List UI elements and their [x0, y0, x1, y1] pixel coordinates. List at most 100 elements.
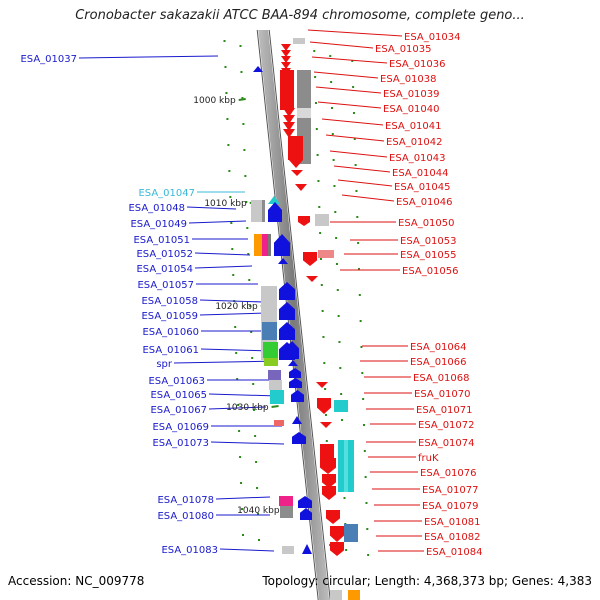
- scale-label: 1040 kbp: [237, 506, 280, 516]
- left-gene-labels: ESA_01037 ESA_01047 ESA_01048 ESA_01049 ESA_…: [20, 54, 218, 556]
- track-dot: [240, 71, 243, 73]
- gene-label: ESA_01057: [137, 280, 194, 291]
- gene-arrow-up: [289, 378, 302, 388]
- gene-arrow-up: [268, 202, 282, 222]
- gene-arrow-up: [253, 66, 263, 72]
- gene-arrow-up: [302, 544, 312, 554]
- track-dot: [232, 274, 235, 276]
- gene-label: ESA_01063: [148, 376, 205, 387]
- genome-summary: Topology: circular; Length: 4,368,373 bp…: [262, 574, 592, 588]
- track-dot: [353, 138, 356, 140]
- gene-arrow-down: [330, 542, 344, 556]
- track-dot: [337, 315, 340, 317]
- label-leaders: [78, 29, 424, 552]
- gene-label: ESA_01078: [157, 495, 214, 506]
- leader-line: [315, 86, 382, 94]
- track-dot: [323, 362, 326, 364]
- scale-tick: [271, 405, 279, 408]
- gene-arrow-up: [285, 341, 299, 359]
- gene-label: ESA_01068: [413, 373, 470, 384]
- leader-line: [173, 360, 279, 364]
- track-dot: [239, 45, 242, 47]
- gene-block: [344, 524, 358, 542]
- gene-arrow-up: [298, 496, 312, 508]
- gene-arrow-down: [303, 252, 317, 266]
- gene-arrow-down: [289, 160, 303, 168]
- track-dot: [315, 128, 318, 130]
- gene-block: [263, 342, 278, 358]
- track-dot: [363, 450, 366, 452]
- track-dot: [354, 164, 357, 166]
- track-dot: [336, 289, 339, 291]
- gene-block: [318, 250, 334, 258]
- track-dot: [231, 248, 234, 250]
- gene-arrow-up: [288, 360, 298, 366]
- track-dot: [358, 294, 361, 296]
- track-dot: [234, 326, 237, 328]
- gene-label: ESA_01076: [420, 468, 477, 479]
- gene-label: ESA_01069: [152, 422, 209, 433]
- track-dot: [230, 222, 233, 224]
- track-dot: [329, 55, 332, 57]
- leader-line: [215, 496, 271, 500]
- track-dot: [359, 320, 362, 322]
- gene-arrow-down: [295, 184, 307, 191]
- gene-arrow-up: [279, 302, 295, 320]
- track-dot: [244, 175, 247, 177]
- gene-label: ESA_01058: [141, 296, 198, 307]
- gene-label: ESA_01061: [142, 345, 199, 356]
- leader-line: [333, 165, 391, 173]
- track-dot: [243, 149, 246, 151]
- gene-block: [288, 136, 303, 160]
- gene-block: [280, 506, 293, 518]
- track-dot: [334, 211, 337, 213]
- gene-label: ESA_01072: [418, 420, 475, 431]
- gene-block: [344, 440, 348, 492]
- gene-label: fruK: [418, 453, 439, 464]
- track-dot: [227, 144, 230, 146]
- gene-block: [269, 380, 282, 390]
- track-dot: [364, 476, 367, 478]
- gene-label: ESA_01040: [383, 104, 440, 115]
- track-dot: [235, 352, 238, 354]
- track-dot: [322, 336, 325, 338]
- track-dot: [228, 170, 231, 172]
- track-dot: [316, 154, 319, 156]
- track-dot: [357, 268, 360, 270]
- track-dot: [330, 107, 333, 109]
- gene-arrow-down: [317, 398, 331, 414]
- leader-line: [199, 299, 265, 303]
- gene-label: ESA_01041: [385, 121, 442, 132]
- gene-block: [251, 200, 263, 222]
- track-dot: [366, 528, 369, 530]
- gene-block: [274, 420, 284, 426]
- gene-block: [264, 358, 278, 366]
- track-dot: [352, 86, 355, 88]
- gene-arrow-down: [283, 122, 295, 131]
- leader-line: [188, 220, 247, 224]
- gene-arrow-down: [306, 276, 318, 282]
- track-dot: [361, 372, 364, 374]
- gene-arrow-up: [279, 282, 295, 300]
- track-dot: [248, 279, 251, 281]
- track-dot: [319, 258, 322, 260]
- track-dot: [257, 513, 260, 515]
- scale-label: 1010 kbp: [204, 199, 247, 209]
- track-dot: [324, 414, 327, 416]
- track-dot: [239, 456, 242, 458]
- track-dot: [253, 409, 256, 411]
- track-dot: [249, 305, 252, 307]
- gene-arrow-down: [326, 510, 340, 524]
- gene-label: ESA_01053: [400, 236, 457, 247]
- leader-line: [199, 312, 267, 316]
- gene-block: [268, 234, 271, 256]
- leader-line: [311, 56, 388, 64]
- gene-label: ESA_01079: [422, 501, 479, 512]
- gene-arrow-down: [283, 108, 295, 117]
- gene-label: ESA_01071: [416, 405, 473, 416]
- track-dot: [356, 216, 359, 218]
- gene-label: ESA_01059: [141, 311, 198, 322]
- gene-label: ESA_01083: [161, 545, 218, 556]
- track-dot: [331, 133, 334, 135]
- gene-arrow-down: [316, 382, 328, 388]
